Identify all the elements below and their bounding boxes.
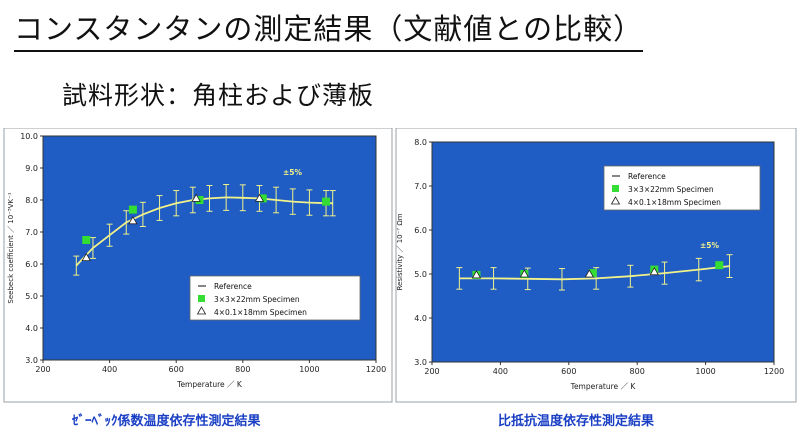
y-tick-label: 5.0 — [25, 292, 38, 301]
specimen-triangle-point — [519, 269, 530, 278]
x-tick-label: 600 — [169, 365, 184, 374]
y-tick-label: 3.0 — [414, 358, 427, 367]
legend-triangle-swatch — [610, 196, 621, 205]
x-tick-label: 600 — [561, 367, 576, 376]
y-tick-label: 8.0 — [25, 196, 38, 205]
y-tick-label: 8.0 — [414, 138, 427, 147]
x-tick-label: 1200 — [764, 367, 784, 376]
specimen-square-point — [258, 194, 267, 203]
x-tick-label: 1200 — [366, 365, 386, 374]
x-tick-label: 1000 — [299, 365, 319, 374]
x-tick-label: 1000 — [695, 367, 715, 376]
x-tick-label: 400 — [102, 365, 117, 374]
y-tick-label: 7.0 — [25, 228, 38, 237]
seebeck-caption: ｾﾞｰﾍﾞｯｸ係数温度依存性測定結果 — [72, 414, 261, 429]
legend-triangle-swatch — [196, 306, 207, 315]
page-title: コンスタンタンの測定結果（文献値との比較） — [14, 6, 644, 52]
legend-entry: 4×0.1×18mm Specimen — [628, 198, 721, 207]
y-axis-label: Seebeck coefficient ／ 10⁻⁵VK⁻¹ — [7, 192, 15, 303]
x-tick-label: 800 — [235, 365, 250, 374]
page-subtitle: 試料形状：角柱および薄板 — [62, 81, 375, 110]
tolerance-annotation: ±5% — [700, 241, 720, 250]
x-tick-label: 800 — [630, 367, 645, 376]
reference-line — [75, 196, 333, 267]
legend-entry: Reference — [628, 172, 666, 181]
resistivity-chart: 200 400 600 800 1000 1200 3.0 4.0 5.0 6.0 7.0 8.0 Te… — [395, 128, 797, 403]
resistivity-caption: 比抵抗温度依存性測定結果 — [498, 414, 655, 429]
legend-entry: 3×3×22mm Specimen — [628, 185, 714, 194]
specimen-triangle-point — [471, 270, 482, 279]
specimen-triangle-point — [128, 215, 138, 225]
specimen-triangle-point — [81, 252, 91, 262]
y-axis-label: Resistivity ／ 10⁻⁷ Ωm — [396, 213, 404, 290]
y-tick-label: 4.0 — [25, 324, 38, 333]
specimen-triangle-point — [649, 266, 659, 276]
y-tick-label: 9.0 — [25, 164, 38, 173]
legend: Reference 3×3×22mm Specimen 4×0.1×18mm Spe… — [189, 275, 361, 321]
specimen-square-point — [82, 236, 91, 244]
y-tick-label: 5.0 — [414, 270, 427, 279]
specimen-square-point — [588, 269, 597, 278]
y-tick-label: 4.0 — [414, 314, 427, 323]
specimen-square-point — [322, 197, 331, 206]
x-tick-label: 200 — [424, 367, 439, 376]
legend-square-swatch — [612, 185, 619, 192]
y-tick-label: 3.0 — [25, 356, 38, 365]
legend-box — [189, 275, 361, 321]
y-tick-label: 10.0 — [20, 132, 38, 141]
plot-area — [42, 135, 377, 361]
x-axis-label: Temperature ／ K — [570, 382, 637, 391]
legend-square-swatch — [198, 295, 205, 302]
y-tick-label: 6.0 — [25, 260, 38, 269]
seebeck-chart: 200 400 600 800 1000 1200 3.0 4.0 5.0 6.0 7.0 8.0 9.… — [3, 128, 393, 403]
x-tick-label: 200 — [35, 365, 50, 374]
tolerance-annotation: ±5% — [283, 168, 303, 177]
y-tick-label: 6.0 — [414, 226, 427, 235]
legend-entry: 4×0.1×18mm Specimen — [214, 308, 307, 317]
legend: Reference 3×3×22mm Specimen 4×0.1×18mm Spe… — [603, 165, 761, 211]
y-tick-label: 7.0 — [414, 182, 427, 191]
legend-entry: 3×3×22mm Specimen — [214, 295, 300, 304]
specimen-triangle-point — [254, 193, 265, 202]
specimen-triangle-point — [191, 193, 201, 202]
specimen-triangle-point — [584, 269, 595, 278]
specimen-square-point — [128, 205, 137, 214]
specimen-square-point — [715, 261, 724, 270]
legend-box — [603, 165, 761, 211]
x-axis-label: Temperature ／ K — [176, 380, 243, 389]
legend-entry: Reference — [214, 282, 252, 291]
reference-line — [459, 265, 730, 281]
x-tick-label: 400 — [493, 367, 508, 376]
